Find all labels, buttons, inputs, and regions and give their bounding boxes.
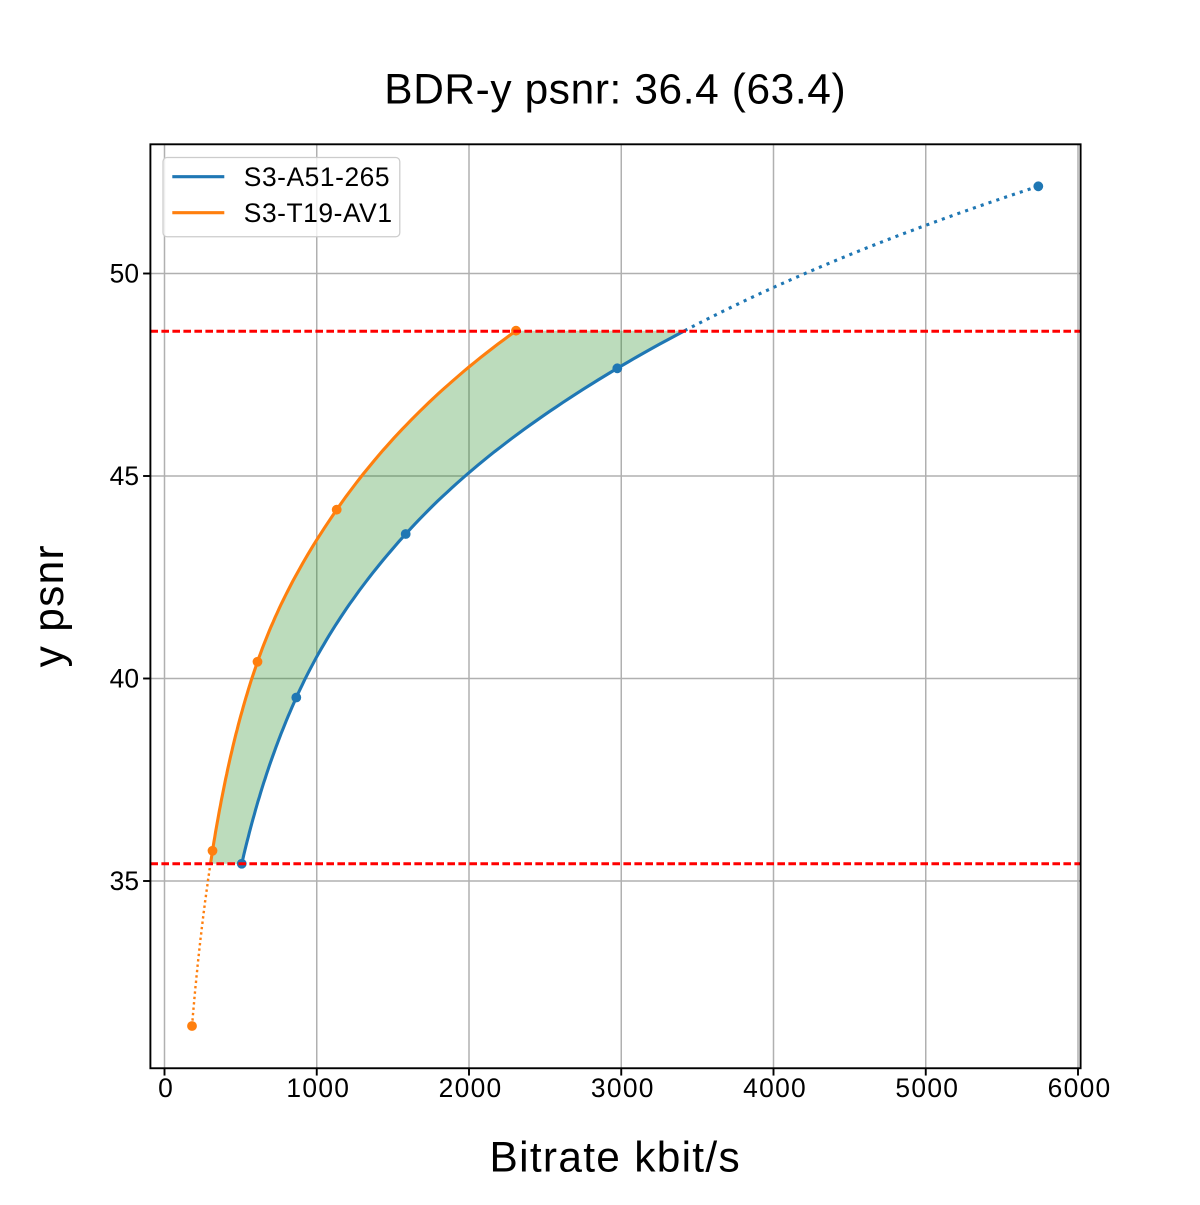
svg-text:Bitrate kbit/s: Bitrate kbit/s (490, 1133, 741, 1180)
svg-text:45: 45 (110, 461, 139, 491)
svg-text:50: 50 (110, 259, 139, 289)
svg-text:40: 40 (110, 664, 139, 694)
svg-text:6000: 6000 (1048, 1073, 1112, 1103)
svg-text:BDR-y psnr: 36.4 (63.4): BDR-y psnr: 36.4 (63.4) (384, 66, 846, 113)
svg-text:S3-A51-265: S3-A51-265 (244, 162, 390, 192)
svg-text:1000: 1000 (286, 1073, 350, 1103)
svg-text:5000: 5000 (895, 1073, 959, 1103)
svg-text:y psnr: y psnr (25, 544, 72, 667)
svg-text:0: 0 (158, 1073, 174, 1103)
svg-text:S3-T19-AV1: S3-T19-AV1 (244, 198, 393, 228)
svg-text:2000: 2000 (439, 1073, 503, 1103)
svg-text:35: 35 (110, 866, 139, 896)
svg-text:3000: 3000 (591, 1073, 655, 1103)
svg-text:4000: 4000 (743, 1073, 807, 1103)
